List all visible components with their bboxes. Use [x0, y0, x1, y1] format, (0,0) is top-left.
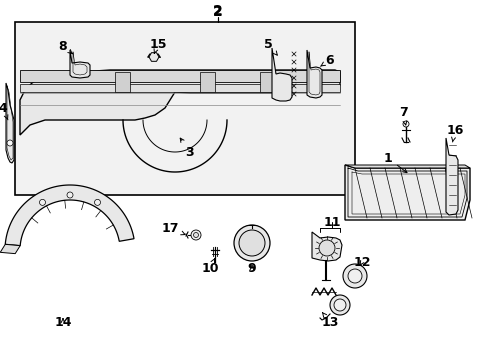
Text: 13: 13 [321, 312, 338, 328]
Polygon shape [306, 50, 321, 98]
Circle shape [67, 192, 73, 198]
Polygon shape [5, 185, 134, 246]
Circle shape [329, 295, 349, 315]
Text: 3: 3 [180, 138, 194, 158]
Text: 14: 14 [54, 315, 72, 328]
Polygon shape [345, 165, 469, 168]
Text: 15: 15 [149, 37, 166, 53]
Circle shape [239, 230, 264, 256]
Text: 17: 17 [161, 221, 184, 235]
Text: 8: 8 [59, 40, 72, 54]
Text: 9: 9 [247, 261, 256, 274]
Circle shape [193, 233, 198, 238]
Text: 5: 5 [263, 37, 277, 55]
Polygon shape [115, 72, 130, 92]
Polygon shape [260, 72, 274, 92]
Circle shape [402, 121, 408, 127]
Text: 12: 12 [352, 256, 370, 269]
Text: 1: 1 [383, 152, 406, 173]
Polygon shape [200, 72, 215, 92]
Circle shape [333, 299, 346, 311]
Text: 2: 2 [213, 5, 223, 19]
Circle shape [342, 264, 366, 288]
Circle shape [234, 225, 269, 261]
Text: 2: 2 [213, 4, 223, 18]
Polygon shape [15, 22, 354, 195]
Polygon shape [445, 138, 457, 215]
Polygon shape [6, 83, 14, 163]
Circle shape [7, 140, 13, 146]
Polygon shape [0, 244, 20, 254]
Text: 16: 16 [446, 123, 463, 142]
Polygon shape [345, 165, 469, 220]
Text: 10: 10 [201, 258, 218, 274]
Circle shape [318, 240, 334, 256]
Polygon shape [271, 48, 291, 101]
Text: 6: 6 [320, 54, 334, 67]
Circle shape [40, 199, 45, 205]
Text: 4: 4 [0, 102, 8, 120]
Polygon shape [70, 50, 90, 78]
Text: 7: 7 [398, 105, 407, 125]
Circle shape [94, 199, 101, 205]
Text: 11: 11 [323, 216, 340, 229]
Polygon shape [20, 70, 339, 135]
Circle shape [191, 230, 201, 240]
Polygon shape [149, 53, 159, 61]
Circle shape [347, 269, 361, 283]
Polygon shape [20, 70, 339, 82]
Polygon shape [311, 232, 341, 261]
Polygon shape [20, 84, 339, 92]
